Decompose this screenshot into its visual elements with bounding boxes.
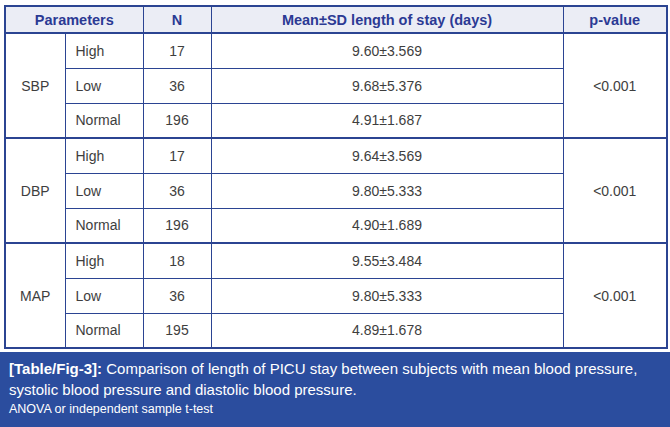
level-cell: High xyxy=(65,243,143,278)
p-value-cell: <0.001 xyxy=(563,33,667,138)
table-row: MAP High 18 9.55±3.484 <0.001 xyxy=(5,243,667,278)
n-cell: 36 xyxy=(143,173,211,208)
table-row: DBP High 17 9.64±3.569 <0.001 xyxy=(5,138,667,173)
mean-sd-cell: 9.60±3.569 xyxy=(211,33,563,68)
mean-sd-cell: 9.55±3.484 xyxy=(211,243,563,278)
param-group-cell-map: MAP xyxy=(5,243,65,348)
n-cell: 196 xyxy=(143,103,211,138)
param-group-cell-sbp: SBP xyxy=(5,33,65,138)
level-cell: Low xyxy=(65,278,143,313)
mean-sd-cell: 4.90±1.689 xyxy=(211,208,563,243)
page: Parameters N Mean±SD length of stay (day… xyxy=(0,0,670,427)
n-cell: 36 xyxy=(143,278,211,313)
n-cell: 17 xyxy=(143,138,211,173)
header-n: N xyxy=(143,6,211,33)
param-group-cell-dbp: DBP xyxy=(5,138,65,243)
caption-text: [Table/Fig-3]: Comparison of length of P… xyxy=(9,359,640,400)
length-of-stay-table: Parameters N Mean±SD length of stay (day… xyxy=(4,5,668,349)
caption-note: ANOVA or independent sample t-test xyxy=(9,401,640,418)
level-cell: High xyxy=(65,138,143,173)
caption-label: [Table/Fig-3]: xyxy=(9,360,102,377)
mean-sd-cell: 9.64±3.569 xyxy=(211,138,563,173)
header-parameters: Parameters xyxy=(5,6,143,33)
header-row: Parameters N Mean±SD length of stay (day… xyxy=(5,6,667,33)
mean-sd-cell: 4.89±1.678 xyxy=(211,313,563,348)
level-cell: Low xyxy=(65,173,143,208)
level-cell: Low xyxy=(65,68,143,103)
n-cell: 18 xyxy=(143,243,211,278)
n-cell: 196 xyxy=(143,208,211,243)
table-caption: [Table/Fig-3]: Comparison of length of P… xyxy=(0,352,670,427)
mean-sd-cell: 9.80±5.333 xyxy=(211,173,563,208)
p-value-cell: <0.001 xyxy=(563,138,667,243)
level-cell: Normal xyxy=(65,208,143,243)
level-cell: High xyxy=(65,33,143,68)
mean-sd-cell: 4.91±1.687 xyxy=(211,103,563,138)
p-value-cell: <0.001 xyxy=(563,243,667,348)
mean-sd-cell: 9.80±5.333 xyxy=(211,278,563,313)
table-row: SBP High 17 9.60±3.569 <0.001 xyxy=(5,33,667,68)
mean-sd-cell: 9.68±5.376 xyxy=(211,68,563,103)
caption-body: Comparison of length of PICU stay betwee… xyxy=(9,360,637,398)
n-cell: 195 xyxy=(143,313,211,348)
n-cell: 36 xyxy=(143,68,211,103)
header-mean-sd: Mean±SD length of stay (days) xyxy=(211,6,563,33)
n-cell: 17 xyxy=(143,33,211,68)
level-cell: Normal xyxy=(65,313,143,348)
level-cell: Normal xyxy=(65,103,143,138)
header-p-value: p-value xyxy=(563,6,667,33)
